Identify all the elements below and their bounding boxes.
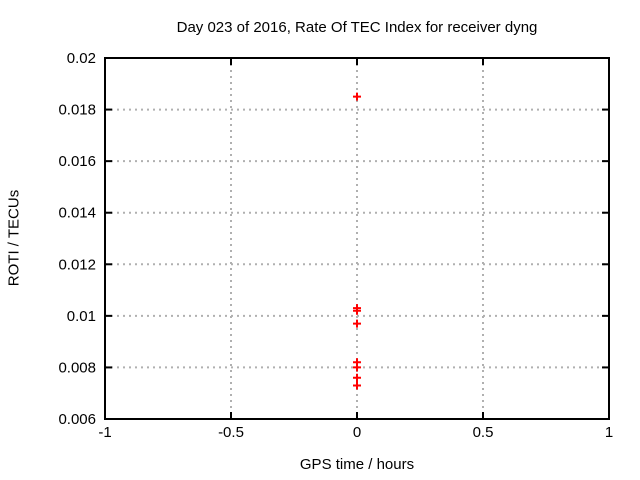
data-point-marker bbox=[353, 92, 361, 101]
y-tick-label: 0.02 bbox=[67, 50, 96, 67]
x-tick-label: -1 bbox=[98, 424, 111, 441]
data-point-marker bbox=[353, 373, 361, 382]
data-point-marker bbox=[353, 319, 361, 328]
y-tick-label: 0.006 bbox=[58, 411, 96, 428]
y-tick-label: 0.012 bbox=[58, 256, 96, 273]
y-tick-label: 0.01 bbox=[67, 308, 96, 325]
x-tick-label: 0.5 bbox=[473, 424, 494, 441]
y-tick-label: 0.008 bbox=[58, 359, 96, 376]
y-tick-label: 0.014 bbox=[58, 205, 96, 222]
y-tick-label: 0.016 bbox=[58, 153, 96, 170]
data-point-marker bbox=[353, 381, 361, 390]
y-tick-label: 0.018 bbox=[58, 102, 96, 119]
x-tick-label: 0 bbox=[353, 424, 361, 441]
data-point-marker bbox=[353, 363, 361, 372]
x-tick-label: 1 bbox=[605, 424, 613, 441]
data-point-marker bbox=[353, 306, 361, 315]
x-tick-label: -0.5 bbox=[218, 424, 244, 441]
x-axis-label: GPS time / hours bbox=[299, 456, 415, 473]
chart-title: Day 023 of 2016, Rate Of TEC Index for r… bbox=[176, 19, 538, 36]
